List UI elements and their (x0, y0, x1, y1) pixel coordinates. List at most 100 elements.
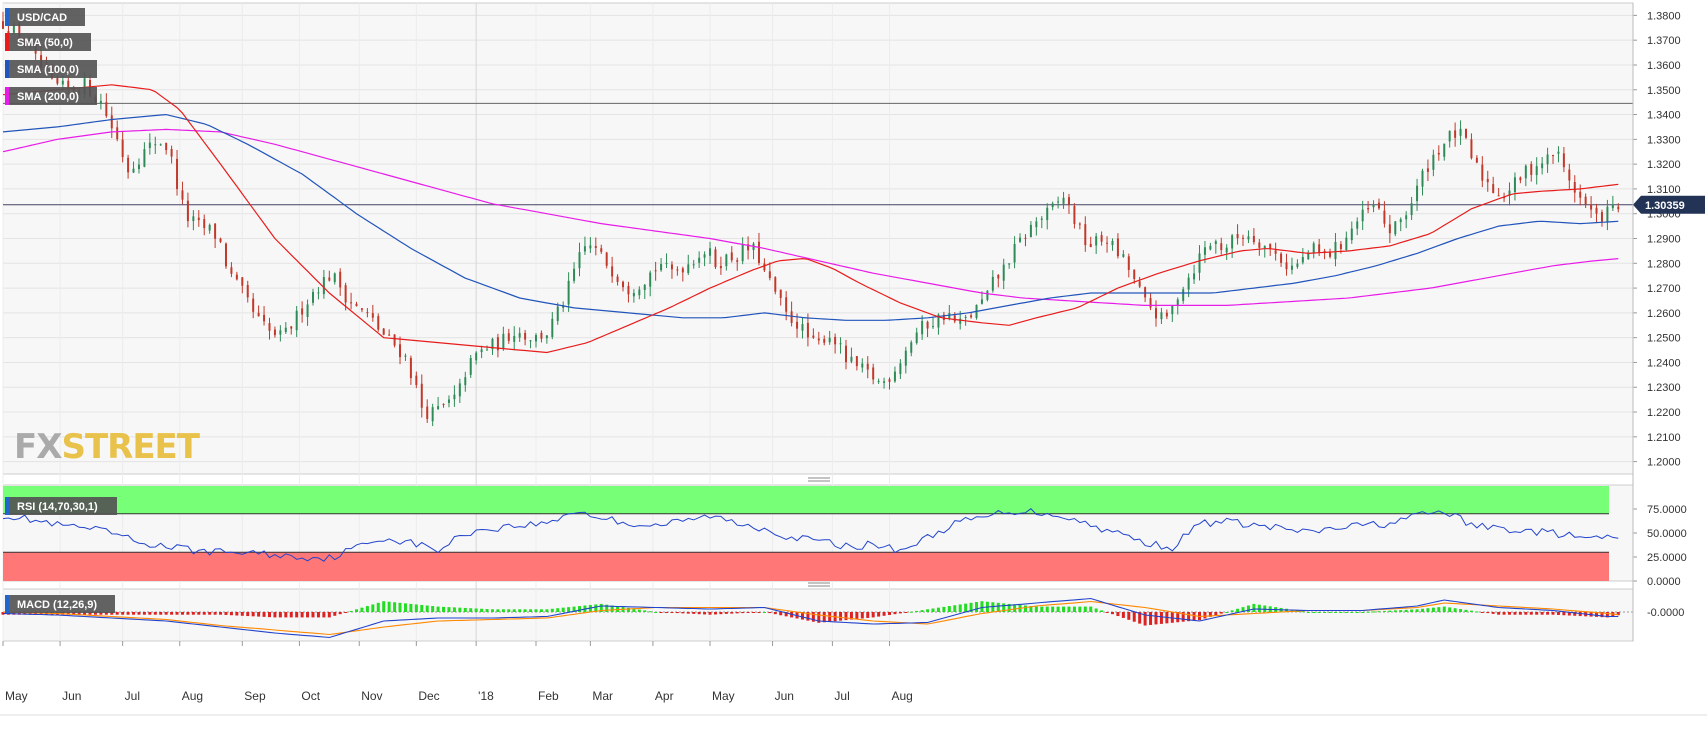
macd-bar (931, 608, 935, 612)
legend-macd-bg (5, 595, 115, 613)
y-tick-label: 1.2400 (1647, 357, 1681, 369)
macd-bar (969, 602, 973, 612)
macd-bar (110, 612, 114, 615)
legend-instrument-label: USD/CAD (17, 12, 67, 24)
macd-bar (1595, 612, 1599, 617)
candle-body (475, 352, 478, 361)
candle (1590, 196, 1593, 218)
candle-body (1089, 243, 1092, 248)
candle (812, 328, 815, 339)
candle (583, 236, 586, 255)
legend-macd[interactable]: MACD (12,26,9) (5, 595, 115, 613)
candle (186, 192, 189, 228)
macd-bar (257, 612, 261, 617)
macd-bar (349, 610, 353, 612)
candle-body (583, 246, 586, 252)
candle (1546, 147, 1549, 173)
candle (442, 403, 445, 408)
legend-sma-100[interactable]: SMA (100,0) (5, 60, 97, 78)
candle (915, 327, 918, 345)
candle-body (208, 224, 211, 231)
macd-line (2, 597, 1619, 639)
candle (1100, 231, 1103, 246)
macd-bar (191, 612, 195, 615)
candle-body (997, 274, 1000, 279)
panel-splitter[interactable] (808, 477, 830, 482)
candle-body (1013, 243, 1016, 263)
candle-body (1165, 312, 1168, 317)
candle-body (529, 340, 532, 342)
candle (763, 258, 766, 272)
x-tick-label: Nov (361, 689, 382, 703)
candle-body (1437, 152, 1440, 155)
candle (355, 301, 358, 307)
x-tick-label: Dec (418, 689, 439, 703)
candle (529, 339, 532, 349)
macd-bar (1382, 610, 1386, 612)
macd-bar (1540, 612, 1544, 615)
macd-bar (534, 609, 538, 612)
candle-body (1399, 219, 1402, 223)
legend-rsi[interactable]: RSI (14,70,30,1) (5, 497, 117, 515)
fxstreet-watermark: FXSTREET (14, 427, 201, 467)
candle (105, 93, 108, 118)
candle-body (545, 335, 548, 339)
macd-bar (665, 612, 669, 613)
candle (137, 158, 140, 174)
macd-bar (844, 612, 848, 621)
candle (447, 395, 450, 408)
candle (295, 305, 298, 338)
macd-bar (746, 612, 750, 613)
candle (214, 223, 217, 249)
candle-body (785, 297, 788, 312)
macd-bar (1508, 612, 1512, 615)
candle (1225, 244, 1228, 260)
legend-sma-50[interactable]: SMA (50,0) (5, 33, 91, 51)
candle-body (1024, 237, 1027, 239)
candle (1258, 239, 1261, 256)
candle-body (1552, 154, 1555, 156)
legend-sma-200[interactable]: SMA (200,0) (5, 87, 97, 105)
candle (1089, 236, 1092, 248)
macd-bar (1034, 606, 1038, 612)
candle (1600, 209, 1603, 227)
macd-bar (1138, 612, 1142, 624)
x-tick-label: Jul (125, 689, 140, 703)
candle-body (991, 276, 994, 291)
candle (1073, 203, 1076, 229)
panel-splitter[interactable] (808, 582, 830, 587)
candle (312, 288, 315, 306)
candle (1057, 196, 1060, 209)
macd-bar (99, 612, 103, 615)
macd-bar (382, 601, 386, 612)
macd-bar (904, 612, 908, 613)
candle (241, 277, 244, 294)
candle-body (1405, 215, 1408, 220)
candle (1160, 307, 1163, 325)
candle (1454, 122, 1457, 147)
candle-body (1426, 168, 1429, 172)
candle-body (828, 337, 831, 343)
legend-sma-200-label: SMA (200,0) (17, 91, 79, 103)
candle (1111, 238, 1114, 251)
candle (1312, 241, 1315, 259)
rsi-line (2, 508, 1619, 562)
candle (1459, 120, 1462, 145)
macd-bar (545, 609, 549, 612)
candle-body (823, 338, 826, 343)
candle-body (1046, 207, 1049, 221)
macd-bar (170, 612, 174, 615)
macd-bar (1230, 610, 1234, 612)
macd-bar (1154, 612, 1158, 625)
macd-bar (779, 612, 783, 616)
candle-body (263, 314, 266, 322)
legend-instrument[interactable]: USD/CAD (5, 8, 85, 26)
candle (121, 131, 124, 163)
candle-body (257, 312, 260, 317)
macd-bar (1312, 612, 1316, 613)
macd-bar (1535, 612, 1539, 615)
candle (176, 149, 179, 196)
candle-body (730, 252, 733, 261)
candle-body (480, 349, 483, 353)
